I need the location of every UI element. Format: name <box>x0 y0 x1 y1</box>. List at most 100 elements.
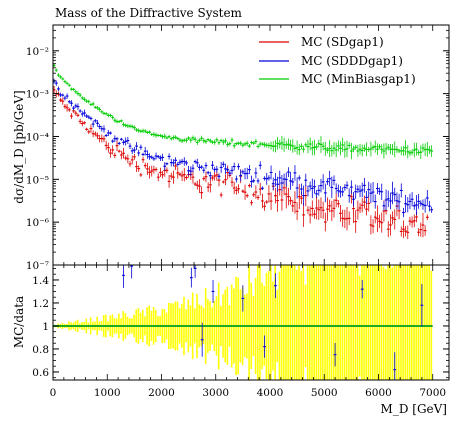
series-mc-sdgap1 <box>52 85 429 240</box>
ratio-band-bin <box>354 265 357 380</box>
ratio-y-ticks: 0.6 0.8 1 1.2 1.4 <box>32 268 449 379</box>
y-tick-label: 10⁻³ <box>26 89 49 101</box>
chart-title: Mass of the Diffractive System <box>55 6 243 20</box>
x-tick-label: 4000 <box>257 387 284 399</box>
main-y-ticks: 10⁻⁷ 10⁻⁶ 10⁻⁵ 10⁻⁴ 10⁻³ 10⁻² <box>26 24 449 272</box>
ratio-band-bin <box>371 265 374 380</box>
ratio-y-label: MC/data <box>12 296 26 348</box>
ratio-band-bin <box>391 267 394 380</box>
x-tick-label: 5000 <box>311 387 338 399</box>
ratio-band-bin <box>313 266 315 380</box>
ratio-band <box>53 265 433 380</box>
ratio-band-bin <box>363 265 365 380</box>
y-tick-label: 10⁻⁵ <box>26 174 49 186</box>
ratio-band-bin <box>421 265 424 380</box>
y-tick-label: 10⁻² <box>26 46 49 58</box>
ratio-y-tick-label: 0.6 <box>32 367 49 379</box>
ratio-band-bin <box>315 265 318 380</box>
ratio-band-bin <box>306 265 309 380</box>
y-tick-label: 10⁻⁴ <box>26 131 49 143</box>
ratio-band-bin <box>380 265 383 380</box>
ratio-band-bin <box>291 265 294 380</box>
ratio-x-ticks: 0 1000 2000 3000 4000 5000 6000 7000 <box>50 265 446 399</box>
ratio-band-bin <box>415 265 417 380</box>
ratio-marks <box>53 265 433 380</box>
ratio-band-bin <box>400 265 402 380</box>
ratio-band-bin <box>269 265 272 380</box>
ratio-band-bin <box>324 265 326 380</box>
ratio-band-bin <box>259 265 261 380</box>
x-tick-label: 1000 <box>94 387 121 399</box>
ratio-band-bin <box>378 265 381 380</box>
ratio-band-bin <box>293 265 296 380</box>
ratio-band-bin <box>411 265 413 380</box>
ratio-band-bin <box>413 265 415 380</box>
ratio-y-tick-label: 1 <box>42 321 49 333</box>
ratio-band-bin <box>350 265 352 380</box>
ratio-x-label: M_D [GeV] <box>381 402 447 416</box>
ratio-band-bin <box>365 265 368 380</box>
ratio-band-bin <box>428 265 430 380</box>
ratio-band-bin <box>317 265 320 380</box>
y-tick-label: 10⁻⁶ <box>26 217 49 229</box>
y-tick-label: 10⁻⁷ <box>26 260 49 272</box>
ratio-band-bin <box>280 265 283 380</box>
ratio-panel: 0.6 0.8 1 1.2 1.4 0 1000 2000 3000 4000 5000 6000 7… <box>12 264 450 416</box>
ratio-y-tick-label: 1.2 <box>32 298 49 310</box>
ratio-band-bin <box>402 265 404 380</box>
legend: MC (SDgap1) MC (SDDDgap1) MC (MinBiasgap… <box>259 35 416 86</box>
ratio-band-bin <box>419 265 422 380</box>
ratio-band-bin <box>361 265 363 380</box>
ratio-band-bin <box>339 265 341 380</box>
ratio-band-bin <box>274 265 276 380</box>
x-tick-label: 3000 <box>202 387 229 399</box>
ratio-band-bin <box>352 265 355 380</box>
main-y-label: dσ/dM_D [pb/GeV] <box>12 90 26 203</box>
ratio-band-bin <box>356 265 359 380</box>
ratio-band-bin <box>311 265 313 380</box>
ratio-band-bin <box>298 265 300 380</box>
ratio-band-bin <box>330 265 333 380</box>
ratio-band-bin <box>424 265 426 380</box>
ratio-band-bin <box>296 269 298 380</box>
ratio-band-bin <box>384 269 387 380</box>
ratio-band-bin <box>326 265 328 380</box>
ratio-band-bin <box>382 266 385 380</box>
x-tick-label: 0 <box>50 387 57 399</box>
ratio-band-bin <box>287 265 289 380</box>
ratio-band-bin <box>248 265 250 380</box>
ratio-band-bin <box>367 265 370 380</box>
ratio-y-tick-label: 0.8 <box>32 344 49 356</box>
ratio-band-bin <box>328 265 331 380</box>
series-mc-sdddgap1 <box>52 78 434 218</box>
series-mc-minbiasgap1 <box>52 63 434 160</box>
ratio-band-bin <box>309 265 311 380</box>
ratio-band-bin <box>302 265 305 380</box>
ratio-band-bin <box>393 265 396 380</box>
ratio-band-bin <box>337 265 339 380</box>
ratio-band-bin <box>389 265 391 380</box>
ratio-band-bin <box>335 265 337 380</box>
ratio-band-bin <box>387 265 389 380</box>
ratio-band-bin <box>345 265 348 380</box>
ratio-band-bin <box>322 265 324 380</box>
ratio-band-bin <box>395 265 398 380</box>
legend-label-sdddgap1: MC (SDDDgap1) <box>301 54 403 68</box>
x-tick-label: 6000 <box>365 387 392 399</box>
main-panel: 10⁻⁷ 10⁻⁶ 10⁻⁵ 10⁻⁴ 10⁻³ 10⁻² dσ/dM_D [pb/GeV… <box>12 24 450 272</box>
ratio-band-bin <box>406 265 409 380</box>
ratio-band-bin <box>369 265 372 380</box>
ratio-band-bin <box>332 265 335 380</box>
x-tick-label: 7000 <box>419 387 446 399</box>
ratio-band-bin <box>404 265 407 380</box>
ratio-frame <box>52 264 450 381</box>
ratio-band-bin <box>374 265 376 380</box>
main-marks <box>52 63 434 240</box>
ratio-band-bin <box>283 265 285 380</box>
ratio-band-bin <box>408 265 411 380</box>
legend-label-minbiasgap1: MC (MinBiasgap1) <box>301 72 416 86</box>
ratio-band-bin <box>256 265 259 380</box>
ratio-band-bin <box>348 265 350 380</box>
ratio-band-bin <box>343 265 346 380</box>
